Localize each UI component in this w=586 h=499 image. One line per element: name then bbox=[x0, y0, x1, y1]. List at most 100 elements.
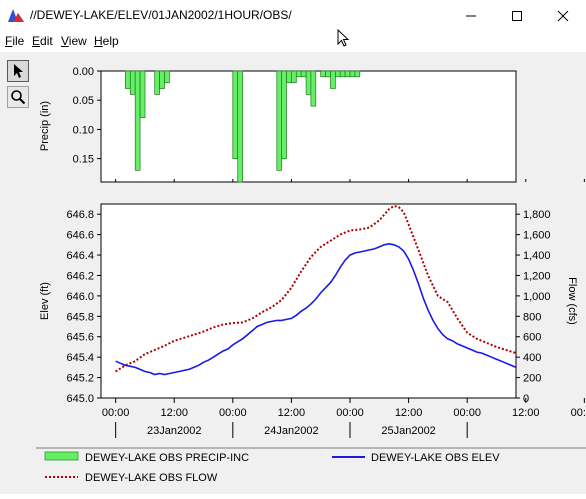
title-bar: //DEWEY-LAKE/ELEV/01JAN2002/1HOUR/OBS/ bbox=[0, 0, 586, 31]
elev-y-tick-label: 645.6 bbox=[66, 332, 94, 344]
menu-bar: File Edit View Help bbox=[0, 31, 586, 51]
precip-bar bbox=[159, 70, 165, 89]
elev-y-tick-label: 645.2 bbox=[66, 373, 94, 385]
legend-precip-label: DEWEY-LAKE OBS PRECIP-INC bbox=[85, 452, 249, 464]
close-button[interactable] bbox=[540, 0, 586, 31]
close-icon bbox=[557, 10, 569, 21]
tool-palette bbox=[0, 52, 36, 494]
flow-y-tick-label: 1,000 bbox=[523, 291, 551, 303]
elev-y-axis: 645.0 645.2 645.4 645.6 645.8 646.0 646.2 646.4… bbox=[66, 209, 101, 405]
plot-area: 0.00 0.05 0.10 0.15 Precip (in) 645.0 645.2 6… bbox=[36, 52, 586, 494]
window-title: //DEWEY-LAKE/ELEV/01JAN2002/1HOUR/OBS/ bbox=[30, 8, 292, 22]
elev-y-tick-label: 646.8 bbox=[66, 209, 94, 221]
flow-y-tick-label: 1,800 bbox=[523, 209, 551, 221]
x-tick-label: 12:00 bbox=[512, 407, 540, 419]
x-tick-label: 12:00 bbox=[395, 407, 423, 419]
precip-bar bbox=[129, 70, 136, 95]
elev-series-line bbox=[115, 242, 517, 376]
x-tick-label: 12:00 bbox=[160, 407, 188, 419]
precip-bar bbox=[232, 70, 239, 159]
elev-y-tick-label: 645.8 bbox=[66, 311, 94, 323]
precip-bar bbox=[295, 70, 302, 78]
elev-y-tick-label: 645.0 bbox=[66, 393, 94, 405]
precip-bar bbox=[164, 70, 170, 84]
precip-bar bbox=[335, 70, 341, 78]
precip-bar bbox=[286, 70, 292, 84]
precip-bar bbox=[344, 70, 351, 78]
magnifier-icon bbox=[11, 90, 26, 105]
x-tick-label: 00:00 bbox=[453, 407, 481, 419]
minimize-icon bbox=[466, 15, 476, 16]
elev-y-label: Elev (ft) bbox=[39, 282, 51, 320]
menu-help-rest: elp bbox=[102, 34, 119, 48]
precip-bar bbox=[281, 70, 287, 159]
elev-flow-panel[interactable] bbox=[100, 203, 517, 399]
menu-file[interactable]: File bbox=[5, 34, 24, 48]
menu-edit-rest: dit bbox=[40, 34, 53, 48]
menu-file-rest: ile bbox=[12, 34, 25, 48]
menu-edit-mnemonic: E bbox=[32, 34, 41, 48]
precip-y-tick-label: 0.15 bbox=[73, 154, 94, 166]
flow-y-tick-label: 200 bbox=[523, 373, 541, 385]
flow-y-tick-label: 1,600 bbox=[523, 230, 551, 242]
flow-y-tick-label: 1,400 bbox=[523, 250, 551, 262]
x-tick-label: 00:00 bbox=[336, 407, 364, 419]
time-x-axis: 00:00 12:00 00:00 12:00 00:00 12:00 00:00 12:00… bbox=[102, 179, 586, 438]
precip-bar bbox=[125, 70, 131, 89]
x-tick-label: 00:00 bbox=[102, 407, 130, 419]
precip-bar bbox=[291, 70, 297, 84]
elev-y-tick-label: 646.2 bbox=[66, 270, 94, 282]
flow-y-tick-label: 1,200 bbox=[523, 270, 551, 282]
legend: DEWEY-LAKE OBS PRECIP-INC DEWEY-LAKE OBS… bbox=[36, 447, 586, 484]
flow-y-tick-label: 600 bbox=[523, 332, 541, 344]
elev-y-tick-label: 646.4 bbox=[66, 250, 94, 262]
precip-bars bbox=[125, 70, 361, 183]
minimize-button[interactable] bbox=[448, 0, 494, 31]
precip-bar bbox=[300, 70, 307, 78]
legend-precip-swatch bbox=[44, 451, 79, 461]
precip-y-tick-label: 0.05 bbox=[73, 95, 94, 107]
menu-help[interactable]: Help bbox=[94, 34, 119, 48]
precip-bar bbox=[305, 70, 312, 95]
pointer-tool-button[interactable] bbox=[7, 60, 29, 82]
x-tick-label: 12:00 bbox=[278, 407, 306, 419]
precip-bar bbox=[339, 70, 346, 78]
flow-y-tick-label: 400 bbox=[523, 352, 541, 364]
precip-bar bbox=[154, 70, 160, 95]
precip-bar bbox=[320, 70, 326, 78]
precip-bar bbox=[134, 70, 141, 171]
precip-y-label: Precip (in) bbox=[39, 101, 51, 151]
elev-y-tick-label: 645.4 bbox=[66, 352, 94, 364]
precip-bar bbox=[310, 70, 317, 107]
flow-y-tick-label: 800 bbox=[523, 311, 541, 323]
zoom-tool-button[interactable] bbox=[7, 86, 29, 108]
menu-help-mnemonic: H bbox=[94, 34, 103, 48]
precip-bar bbox=[276, 70, 283, 171]
precip-bar bbox=[354, 70, 361, 78]
precip-bar bbox=[330, 70, 336, 89]
x-tick-label: 00:00 bbox=[571, 407, 586, 419]
maximize-icon bbox=[512, 10, 522, 21]
precip-y-tick-label: 0.10 bbox=[73, 124, 94, 136]
precip-y-axis: 0.00 0.05 0.10 0.15 bbox=[73, 66, 101, 166]
app-icon bbox=[8, 9, 24, 22]
mouse-cursor-icon bbox=[337, 29, 350, 47]
precip-bar bbox=[237, 70, 243, 183]
precip-y-tick-label: 0.00 bbox=[73, 66, 94, 78]
menu-edit[interactable]: Edit bbox=[32, 34, 53, 48]
x-date-label: 23Jan2002 bbox=[147, 425, 201, 437]
menu-file-mnemonic: F bbox=[5, 34, 13, 48]
precip-bar bbox=[325, 70, 331, 78]
menu-view[interactable]: View bbox=[61, 34, 87, 48]
precip-bar bbox=[139, 70, 146, 119]
arrow-cursor-icon bbox=[14, 64, 23, 78]
flow-y-label: Flow (cfs) bbox=[566, 277, 578, 325]
elev-y-tick-label: 646.6 bbox=[66, 230, 94, 242]
menu-view-rest: iew bbox=[68, 34, 87, 48]
plot-canvas: 0.00 0.05 0.10 0.15 Precip (in) 645.0 645.2 6… bbox=[36, 66, 586, 484]
maximize-button[interactable] bbox=[494, 0, 540, 31]
legend-flow-label: DEWEY-LAKE OBS FLOW bbox=[85, 472, 218, 484]
x-date-label: 25Jan2002 bbox=[381, 425, 435, 437]
precip-bar bbox=[349, 70, 356, 78]
